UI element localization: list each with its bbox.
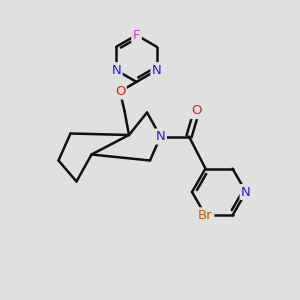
Text: N: N xyxy=(152,64,162,77)
Text: O: O xyxy=(115,85,125,98)
Text: O: O xyxy=(191,104,202,118)
Text: N: N xyxy=(111,64,121,77)
Text: N: N xyxy=(156,130,165,143)
Text: N: N xyxy=(241,185,251,199)
Text: Br: Br xyxy=(198,209,213,222)
Text: F: F xyxy=(133,28,140,42)
